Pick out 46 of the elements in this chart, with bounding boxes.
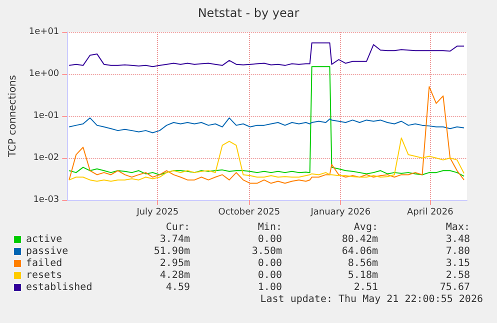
text: Min: bbox=[258, 222, 282, 233]
text: 2.51 bbox=[354, 282, 378, 293]
x-tick-label: October 2025 bbox=[218, 208, 280, 218]
text: 3.50m bbox=[252, 246, 282, 257]
x-tick-label: July 2025 bbox=[136, 208, 179, 218]
text: 64.06m bbox=[342, 246, 378, 257]
line-series bbox=[68, 86, 465, 184]
text: 3.48 bbox=[446, 234, 470, 245]
line-series bbox=[68, 42, 465, 68]
text: 0.00 bbox=[258, 234, 282, 245]
line-series bbox=[68, 66, 465, 177]
y-axis-title: TCP connections bbox=[8, 74, 18, 158]
legend-label: established bbox=[26, 282, 92, 293]
text: 2.95m bbox=[160, 258, 190, 269]
text: 3.74m bbox=[160, 234, 190, 245]
legend-label: failed bbox=[26, 258, 62, 269]
text: 4.59 bbox=[166, 282, 190, 293]
text: Max: bbox=[446, 222, 470, 233]
text: 80.42m bbox=[342, 234, 378, 245]
x-tick-label: January 2026 bbox=[310, 208, 371, 218]
y-tick-label: 1e-02 bbox=[33, 153, 60, 163]
text: 51.90m bbox=[154, 246, 190, 257]
line-series bbox=[68, 117, 465, 134]
text: 0.00 bbox=[258, 258, 282, 269]
legend-label: active bbox=[26, 234, 62, 245]
text: 8.56m bbox=[348, 258, 378, 269]
y-tick-label: 1e+00 bbox=[28, 69, 60, 79]
text: 7.80 bbox=[446, 246, 470, 257]
y-tick-label: 1e-03 bbox=[33, 195, 60, 205]
text: 3.15 bbox=[446, 258, 470, 269]
chart-title: Netstat - by year bbox=[198, 6, 300, 20]
text: 4.28m bbox=[160, 270, 190, 281]
text: Avg: bbox=[354, 222, 378, 233]
text: 75.67 bbox=[440, 282, 470, 293]
text: 0.00 bbox=[258, 270, 282, 281]
text: Last update: Thu May 21 22:00:55 2026 bbox=[260, 294, 483, 305]
y-tick-label: 1e-01 bbox=[33, 111, 60, 121]
text: 2.58 bbox=[446, 270, 470, 281]
text: Cur: bbox=[166, 222, 190, 233]
legend-label: passive bbox=[26, 246, 68, 257]
line-series bbox=[68, 137, 465, 182]
text: 1.00 bbox=[258, 282, 282, 293]
legend-label: resets bbox=[26, 270, 62, 281]
y-tick-label: 1e+01 bbox=[28, 27, 60, 37]
text: 5.18m bbox=[348, 270, 378, 281]
x-tick-label: April 2026 bbox=[407, 208, 454, 218]
